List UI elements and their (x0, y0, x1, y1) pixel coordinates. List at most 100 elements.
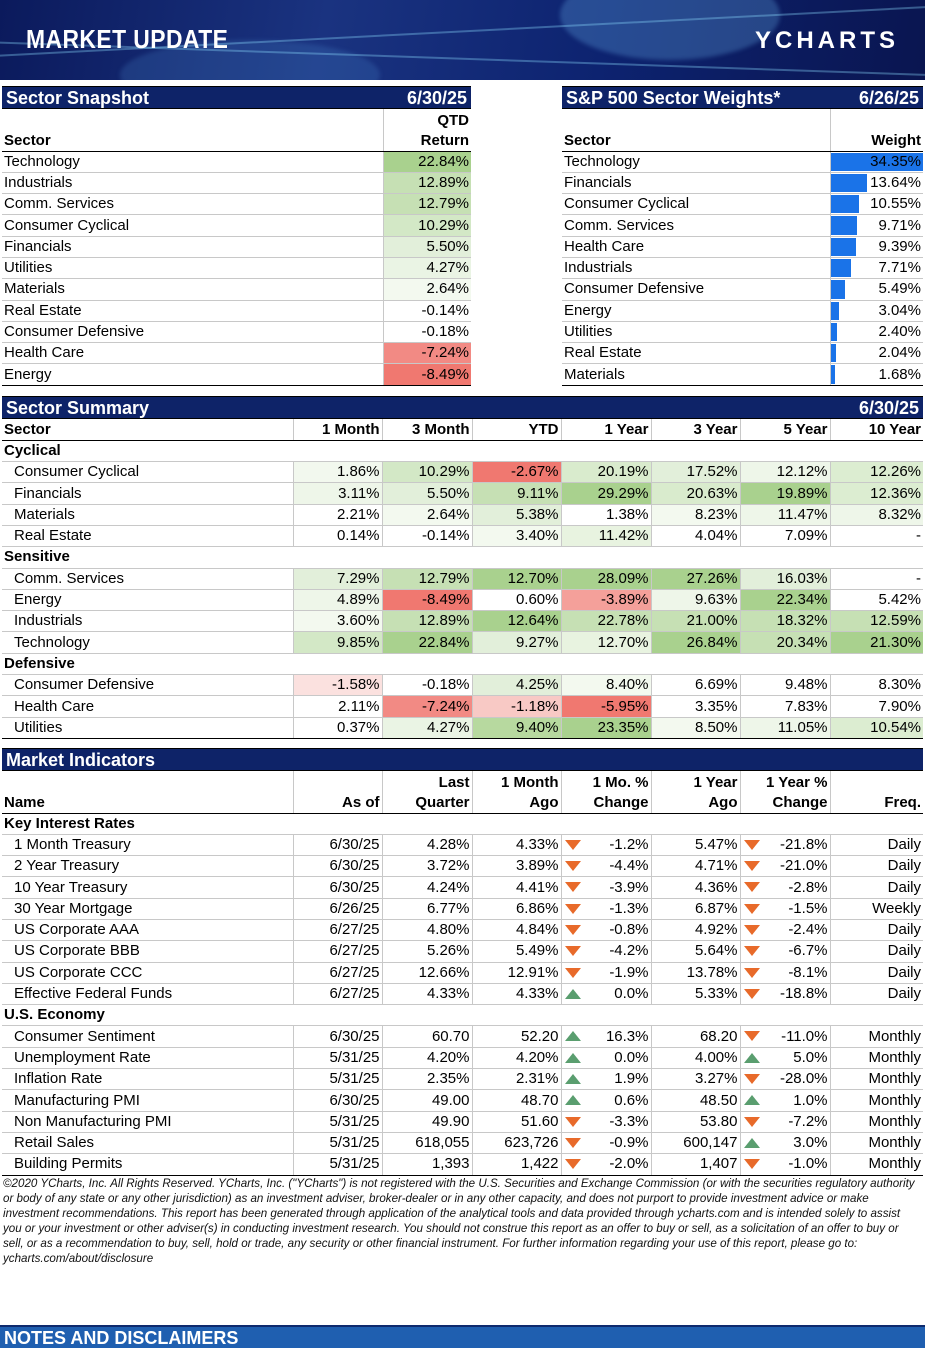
table-row: Manufacturing PMI 6/30/25 49.00 48.70 0.6% 48… (2, 1089, 923, 1112)
table-row: Utilities 0.37% 4.27% 9.40% 23.35% 8.50% 11.05… (2, 717, 923, 739)
return-value: 8.40% (560, 674, 651, 697)
triangle-down-icon (743, 924, 760, 935)
header-line: 1 Year (693, 773, 738, 791)
return-value: 5.42% (829, 589, 923, 612)
return-value: 3.35% (650, 695, 740, 718)
table-row: Consumer Cyclical 1.86% 10.29% -2.67% 20.19%… (2, 461, 923, 484)
table-row: Comm. Services 12.79% (2, 193, 471, 216)
table-row: Comm. Services 9.71% (562, 214, 923, 237)
column-header-weight: Weight (829, 109, 923, 152)
indicator-name: US Corporate AAA (2, 919, 293, 942)
column-header-as-of: As of (292, 771, 382, 814)
group-row: Cyclical (2, 440, 923, 463)
change-value: 5.0% (793, 1048, 828, 1066)
change-value: -0.9% (609, 1134, 649, 1152)
header-line: Ago (708, 793, 738, 811)
return-value: 11.05% (739, 717, 830, 739)
return-value: -3.89% (560, 589, 651, 612)
sector-name: Financials (2, 482, 293, 505)
table-row: Effective Federal Funds 6/27/25 4.33% 4.33%… (2, 983, 923, 1006)
change-value: -1.5% (788, 899, 828, 917)
change-value: -4.4% (609, 857, 649, 875)
as-of-date: 5/31/25 (292, 1153, 382, 1176)
triangle-down-icon (743, 839, 760, 850)
last-quarter-value: 4.20% (381, 1047, 472, 1070)
change-value: -4.2% (609, 942, 649, 960)
weight-cell: 2.04% (829, 342, 923, 365)
one-month-ago-value: 623,726 (471, 1132, 561, 1155)
weight-value: 13.64% (870, 173, 921, 191)
one-year-ago-value: 6.87% (650, 898, 740, 920)
one-year-change: -28.0% (739, 1068, 830, 1091)
return-value: 2.21% (292, 504, 382, 526)
qtd-return-value: 12.89% (382, 172, 471, 195)
triangle-down-icon (564, 882, 581, 893)
return-value: 12.70% (471, 568, 561, 590)
one-month-ago-value: 12.91% (471, 962, 561, 984)
table-row: Energy 4.89% -8.49% 0.60% -3.89% 9.63% 22.34% 5… (2, 589, 923, 612)
group-row: Defensive (2, 653, 923, 676)
header-line: 1 Year % (766, 773, 828, 791)
one-month-ago-value: 51.60 (471, 1111, 561, 1133)
one-year-ago-value: 4.92% (650, 919, 740, 942)
weight-value: 34.35% (870, 152, 921, 170)
notes-and-disclaimers-bar: NOTES AND DISCLAIMERS (0, 1325, 925, 1348)
return-value: -8.49% (381, 589, 472, 612)
return-value: 8.32% (829, 504, 923, 526)
triangle-down-icon (564, 1116, 581, 1127)
weight-value: 1.68% (878, 365, 921, 383)
triangle-down-icon (743, 903, 760, 914)
change-value: 16.3% (605, 1027, 649, 1045)
triangle-up-icon (564, 1052, 581, 1063)
one-month-ago-value: 1,422 (471, 1153, 561, 1176)
section-date: 6/30/25 (406, 88, 467, 108)
qtd-return-value: 12.79% (382, 193, 471, 216)
group-label: U.S. Economy (2, 1004, 923, 1027)
change-value: -28.0% (779, 1070, 828, 1088)
change-value: -2.8% (788, 878, 828, 896)
sector-name: Consumer Cyclical (2, 461, 293, 484)
group-label: Sensitive (2, 546, 923, 569)
section-title: Sector Snapshot (6, 88, 150, 108)
return-value: 10.29% (381, 461, 472, 484)
section-title: S&P 500 Sector Weights* (566, 88, 781, 108)
group-row: Key Interest Rates (2, 813, 923, 835)
return-value: 0.14% (292, 525, 382, 548)
return-value: 11.47% (739, 504, 830, 526)
table-row: Consumer Cyclical 10.29% (2, 214, 471, 237)
column-header-sector: Sector (2, 109, 383, 152)
one-month-ago-value: 4.41% (471, 876, 561, 899)
table-row: Consumer Sentiment 6/30/25 60.70 52.20 16.3%… (2, 1025, 923, 1048)
one-year-ago-value: 48.50 (650, 1089, 740, 1112)
one-month-change: -4.2% (560, 940, 651, 963)
weight-cell: 9.71% (829, 214, 923, 237)
section-date: 6/30/25 (858, 398, 919, 418)
weight-bar (831, 258, 852, 278)
triangle-down-icon (743, 988, 760, 999)
last-quarter-value: 4.28% (381, 834, 472, 857)
return-value: 22.34% (739, 589, 830, 612)
frequency: Daily (829, 983, 923, 1006)
one-year-change: -8.1% (739, 962, 830, 984)
sector-summary-table: Sector 1 Month 3 Month YTD 1 Year 3 Year 5 Yea… (2, 419, 923, 739)
triangle-down-icon (564, 967, 581, 978)
return-value: 7.29% (292, 568, 382, 590)
column-header: 5 Year (739, 419, 830, 441)
one-year-ago-value: 4.00% (650, 1047, 740, 1070)
sector-name: Comm. Services (562, 214, 830, 237)
triangle-down-icon (564, 1159, 581, 1170)
group-label: Cyclical (2, 440, 923, 463)
table-row: Energy -8.49% (2, 363, 471, 386)
return-value: 9.48% (739, 674, 830, 697)
as-of-date: 6/26/25 (292, 898, 382, 920)
sector-name: Consumer Defensive (2, 674, 293, 697)
frequency: Daily (829, 834, 923, 857)
one-year-change: -18.8% (739, 983, 830, 1006)
column-header-name: Name (2, 771, 293, 814)
triangle-down-icon (743, 861, 760, 872)
one-year-change: 5.0% (739, 1047, 830, 1070)
table-row: Materials 2.64% (2, 278, 471, 301)
header-line: Quarter (415, 793, 470, 811)
table-row: Technology 9.85% 22.84% 9.27% 12.70% 26.84% 20… (2, 631, 923, 654)
header-line: Last (438, 773, 470, 791)
